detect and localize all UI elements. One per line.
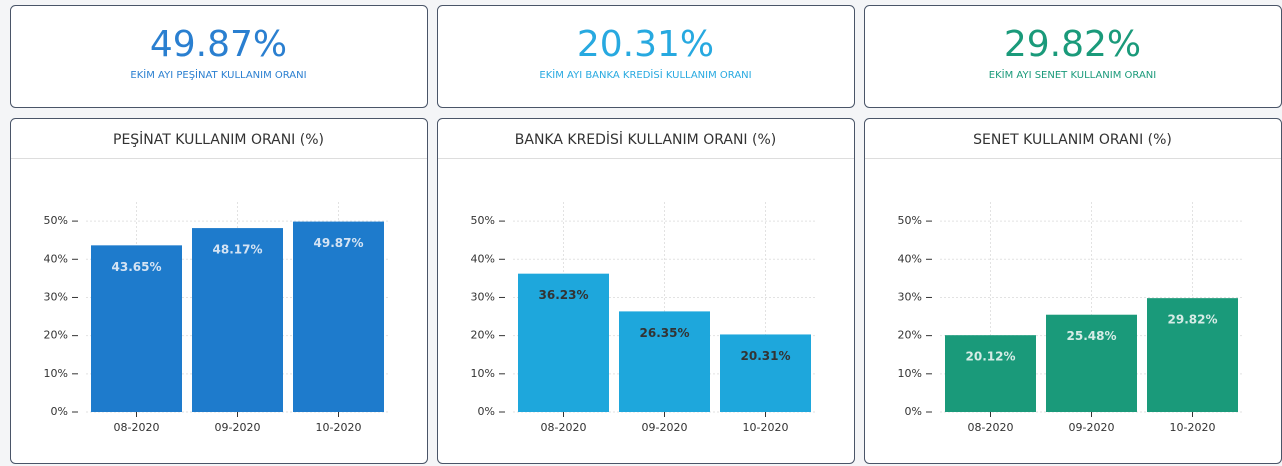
- kpi-value: 29.82%: [1004, 24, 1141, 65]
- bar: [192, 228, 283, 412]
- x-tick-label: 08-2020: [114, 421, 160, 434]
- kpi-label: EKİM AYI BANKA KREDİSİ KULLANIM ORANI: [539, 68, 751, 81]
- y-tick-label: 30%: [471, 290, 495, 303]
- y-tick-label: 50%: [898, 214, 922, 227]
- y-tick-label: 50%: [44, 214, 68, 227]
- bar: [619, 311, 710, 412]
- y-tick-label: 10%: [898, 367, 922, 380]
- y-tick-label: 20%: [44, 329, 68, 342]
- kpi-label: EKİM AYI PEŞİNAT KULLANIM ORANI: [130, 68, 306, 81]
- kpi-value: 49.87%: [150, 24, 287, 65]
- y-tick-label: 0%: [51, 405, 68, 418]
- y-tick-label: 40%: [898, 252, 922, 265]
- kpi-card: [10, 5, 428, 108]
- y-tick-label: 50%: [471, 214, 495, 227]
- chart-title: SENET KULLANIM ORANI (%): [973, 132, 1172, 148]
- bar-value-label: 26.35%: [640, 326, 690, 340]
- bar-value-label: 49.87%: [314, 236, 364, 250]
- y-tick-label: 30%: [44, 290, 68, 303]
- kpi-card: [437, 5, 855, 108]
- x-tick-label: 08-2020: [541, 421, 587, 434]
- chart-title: BANKA KREDİSİ KULLANIM ORANI (%): [515, 130, 776, 148]
- x-tick-label: 10-2020: [316, 421, 362, 434]
- bar: [720, 334, 811, 412]
- kpi-value: 20.31%: [577, 24, 714, 65]
- y-tick-label: 10%: [471, 367, 495, 380]
- bar-value-label: 43.65%: [112, 260, 162, 274]
- x-tick-label: 09-2020: [642, 421, 688, 434]
- bar-value-label: 20.31%: [741, 349, 791, 363]
- bar-value-label: 20.12%: [966, 350, 1016, 364]
- bar-value-label: 36.23%: [539, 288, 589, 302]
- x-tick-label: 09-2020: [215, 421, 261, 434]
- y-tick-label: 0%: [905, 405, 922, 418]
- y-tick-label: 30%: [898, 290, 922, 303]
- bar: [91, 245, 182, 412]
- bar: [1046, 314, 1137, 412]
- bar-value-label: 48.17%: [213, 243, 263, 257]
- bar: [1147, 298, 1238, 412]
- y-tick-label: 20%: [898, 329, 922, 342]
- y-tick-label: 40%: [471, 252, 495, 265]
- bar-value-label: 29.82%: [1168, 313, 1218, 327]
- y-tick-label: 20%: [471, 329, 495, 342]
- bar: [945, 335, 1036, 412]
- y-tick-label: 40%: [44, 252, 68, 265]
- x-tick-label: 10-2020: [1170, 421, 1216, 434]
- y-tick-label: 0%: [478, 405, 495, 418]
- x-tick-label: 10-2020: [743, 421, 789, 434]
- chart-title: PEŞİNAT KULLANIM ORANI (%): [113, 130, 324, 148]
- bar: [293, 221, 384, 412]
- kpi-label: EKİM AYI SENET KULLANIM ORANI: [989, 68, 1156, 81]
- y-tick-label: 10%: [44, 367, 68, 380]
- x-tick-label: 08-2020: [968, 421, 1014, 434]
- x-tick-label: 09-2020: [1069, 421, 1115, 434]
- bar-value-label: 25.48%: [1067, 329, 1117, 343]
- bar: [518, 273, 609, 412]
